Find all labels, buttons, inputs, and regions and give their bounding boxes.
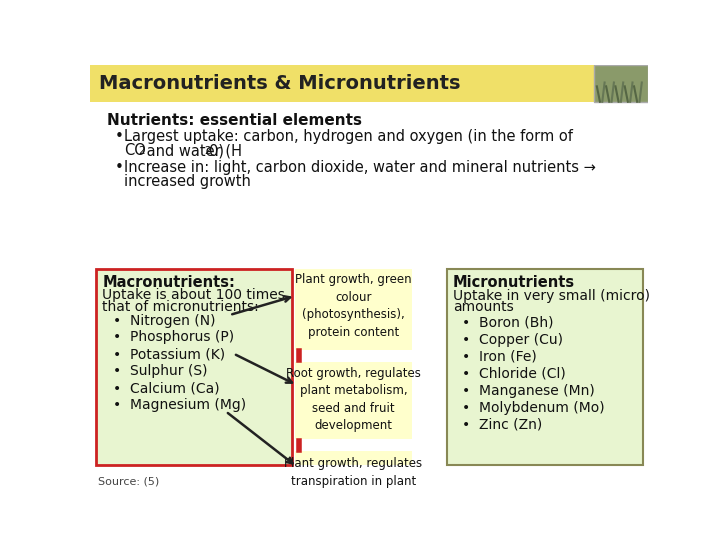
- Text: •  Zinc (Zn): • Zinc (Zn): [462, 417, 542, 431]
- Bar: [295, 362, 412, 439]
- Text: •  Phosphorus (P): • Phosphorus (P): [113, 330, 235, 345]
- Text: •  Potassium (K): • Potassium (K): [113, 347, 225, 361]
- Bar: [446, 269, 644, 465]
- Text: amounts: amounts: [453, 300, 513, 314]
- Text: that of micronutrients:: that of micronutrients:: [102, 300, 259, 314]
- Text: 2: 2: [138, 146, 145, 157]
- Text: •  Iron (Fe): • Iron (Fe): [462, 350, 536, 364]
- Text: 0): 0): [209, 143, 224, 158]
- Text: Increase in: light, carbon dioxide, water and mineral nutrients →: Increase in: light, carbon dioxide, wate…: [124, 160, 596, 176]
- Text: •  Chloride (Cl): • Chloride (Cl): [462, 367, 566, 381]
- Text: Macronutrients:: Macronutrients:: [102, 275, 235, 290]
- Text: Micronutrients: Micronutrients: [453, 275, 575, 290]
- Text: •  Copper (Cu): • Copper (Cu): [462, 333, 563, 347]
- Text: Uptake in very small (micro): Uptake in very small (micro): [453, 289, 649, 303]
- Text: •  Manganese (Mn): • Manganese (Mn): [462, 383, 595, 397]
- Bar: [90, 65, 648, 102]
- Text: •  Nitrogen (N): • Nitrogen (N): [113, 314, 216, 327]
- Bar: [295, 451, 412, 465]
- Text: •  Molybdenum (Mo): • Molybdenum (Mo): [462, 401, 605, 415]
- Text: Source: (5): Source: (5): [98, 477, 159, 487]
- Text: •  Sulphur (S): • Sulphur (S): [113, 364, 208, 379]
- Text: •  Calcium (Ca): • Calcium (Ca): [113, 381, 220, 395]
- Bar: [295, 269, 412, 350]
- Text: Nutrients: essential elements: Nutrients: essential elements: [107, 112, 362, 127]
- Text: Plant growth, regulates
transpiration in plant: Plant growth, regulates transpiration in…: [284, 457, 423, 488]
- Text: increased growth: increased growth: [124, 174, 251, 189]
- Text: 2: 2: [204, 146, 212, 157]
- Text: Macronutrients & Micronutrients: Macronutrients & Micronutrients: [99, 74, 461, 93]
- Bar: [96, 269, 292, 465]
- Text: CO: CO: [124, 143, 146, 158]
- Text: Uptake is about 100 times: Uptake is about 100 times: [102, 288, 285, 302]
- Text: •  Boron (Bh): • Boron (Bh): [462, 316, 554, 330]
- Text: •: •: [114, 130, 124, 145]
- Text: Root growth, regulates
plant metabolism,
seed and fruit
development: Root growth, regulates plant metabolism,…: [286, 367, 421, 432]
- Text: •  Magnesium (Mg): • Magnesium (Mg): [113, 398, 246, 412]
- Text: •: •: [114, 160, 124, 176]
- Text: and water (H: and water (H: [142, 143, 242, 158]
- Text: Largest uptake: carbon, hydrogen and oxygen (in the form of: Largest uptake: carbon, hydrogen and oxy…: [124, 130, 573, 145]
- Text: Plant growth, green
colour
(photosynthesis),
protein content: Plant growth, green colour (photosynthes…: [295, 273, 412, 339]
- Bar: [594, 65, 648, 102]
